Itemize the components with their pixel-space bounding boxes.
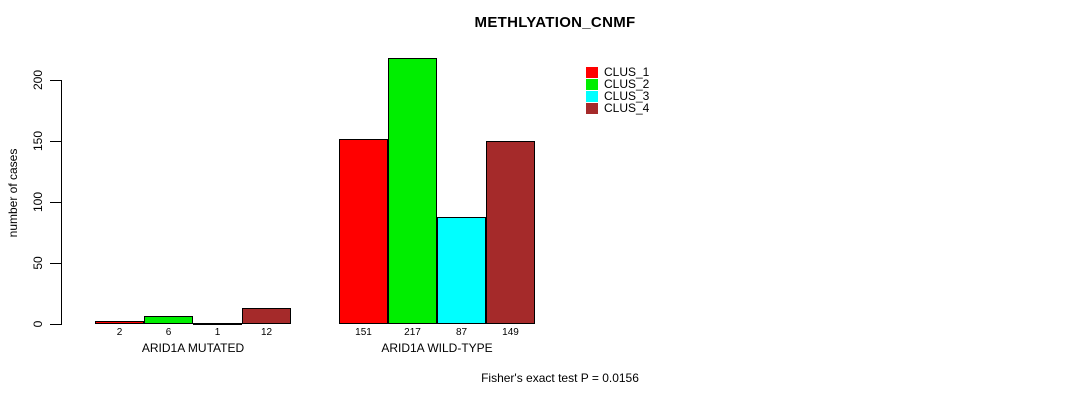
- bar-value-label: 217: [404, 327, 421, 338]
- bar-clus_4-group1: [242, 308, 291, 324]
- bar-clus_1-group2: [339, 139, 388, 324]
- group-label-1: ARID1A MUTATED: [141, 341, 245, 355]
- y-tick-label: 50: [31, 256, 45, 270]
- bar-value-label: 87: [455, 327, 468, 338]
- bar-clus_2-group1: [144, 316, 193, 324]
- legend-label: CLUS_1: [604, 65, 650, 79]
- y-tick-label: 100: [31, 191, 45, 213]
- bar-clus_1-group1: [95, 321, 144, 324]
- legend: CLUS_1 CLUS_2 CLUS_3 CLUS_4: [586, 66, 649, 114]
- y-axis-line: [61, 80, 62, 325]
- bar-value-label: 1: [214, 327, 221, 338]
- bar-value-label: 12: [260, 327, 273, 338]
- bar-value-label: 6: [165, 327, 172, 338]
- legend-item-clus_4: CLUS_4: [586, 102, 649, 114]
- y-tick-mark: [50, 141, 61, 142]
- legend-swatch-icon: [586, 90, 598, 102]
- y-axis-title: number of cases: [6, 148, 20, 238]
- bar-value-label: 149: [502, 327, 519, 338]
- legend-item-clus_3: CLUS_3: [586, 90, 649, 102]
- legend-item-clus_2: CLUS_2: [586, 78, 649, 90]
- legend-item-clus_1: CLUS_1: [586, 66, 649, 78]
- chart-title: METHLYATION_CNMF: [474, 14, 636, 31]
- y-tick-mark: [50, 80, 61, 81]
- legend-label: CLUS_3: [604, 89, 650, 103]
- legend-label: CLUS_2: [604, 77, 650, 91]
- y-tick-label: 150: [31, 130, 45, 152]
- fisher-test-annotation: Fisher's exact test P = 0.0156: [481, 371, 639, 385]
- legend-label: CLUS_4: [604, 101, 650, 115]
- bar-value-label: 151: [355, 327, 372, 338]
- bar-clus_4-group2: [486, 141, 535, 324]
- y-tick-mark: [50, 202, 61, 203]
- legend-swatch-icon: [586, 66, 598, 78]
- y-tick-label: 0: [31, 320, 45, 328]
- y-tick-mark: [50, 263, 61, 264]
- bar-clus_2-group2: [388, 58, 437, 324]
- bar-clus_3-group2: [437, 217, 486, 324]
- legend-swatch-icon: [586, 78, 598, 90]
- legend-swatch-icon: [586, 102, 598, 114]
- bar-clus_3-group1: [193, 323, 242, 325]
- y-tick-label: 200: [31, 69, 45, 91]
- group-label-2: ARID1A WILD-TYPE: [381, 341, 493, 355]
- bar-value-label: 2: [116, 327, 123, 338]
- y-tick-mark: [50, 324, 61, 325]
